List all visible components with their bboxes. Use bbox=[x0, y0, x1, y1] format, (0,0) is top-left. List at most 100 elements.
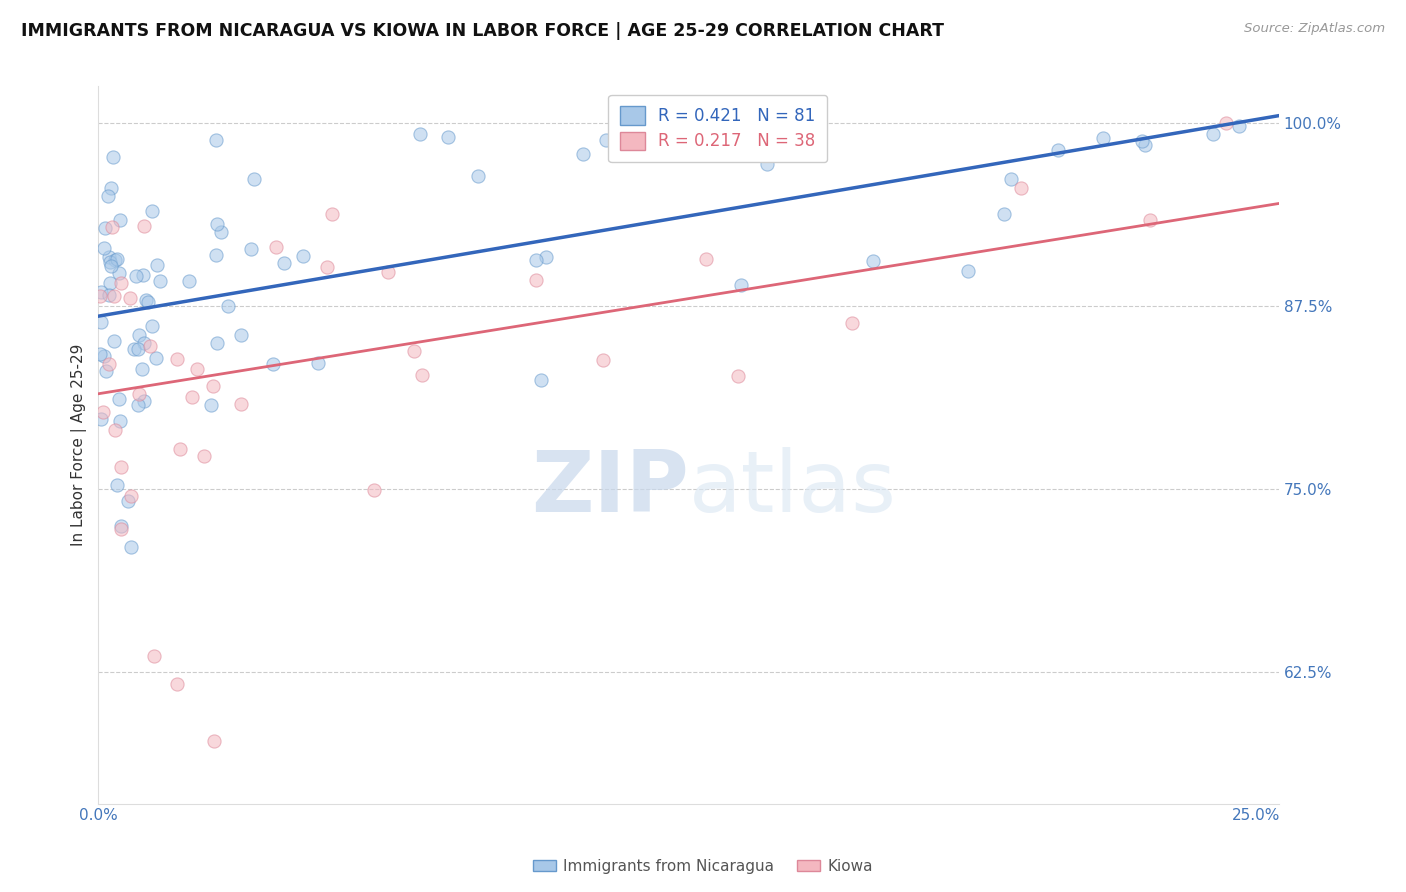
Point bbox=[103, 334, 125, 348]
Point bbox=[94, 221, 117, 235]
Point bbox=[105, 252, 128, 267]
Point bbox=[134, 219, 156, 233]
Point bbox=[1046, 143, 1069, 157]
Point bbox=[242, 171, 264, 186]
Text: ZIP: ZIP bbox=[531, 447, 689, 530]
Point bbox=[93, 241, 115, 255]
Legend: Immigrants from Nicaragua, Kiowa: Immigrants from Nicaragua, Kiowa bbox=[527, 853, 879, 880]
Point bbox=[841, 316, 863, 330]
Point bbox=[321, 207, 343, 221]
Text: IMMIGRANTS FROM NICARAGUA VS KIOWA IN LABOR FORCE | AGE 25-29 CORRELATION CHART: IMMIGRANTS FROM NICARAGUA VS KIOWA IN LA… bbox=[21, 22, 943, 40]
Point bbox=[209, 225, 232, 239]
Point bbox=[105, 478, 128, 492]
Point bbox=[141, 318, 163, 333]
Point bbox=[957, 264, 980, 278]
Point bbox=[104, 423, 127, 437]
Point bbox=[526, 252, 548, 267]
Point bbox=[467, 169, 489, 184]
Point bbox=[100, 255, 122, 269]
Point bbox=[1202, 127, 1225, 141]
Point bbox=[231, 328, 253, 343]
Point bbox=[571, 147, 593, 161]
Point bbox=[1139, 213, 1161, 227]
Point bbox=[229, 397, 252, 411]
Point bbox=[108, 392, 131, 406]
Point bbox=[273, 256, 295, 270]
Point bbox=[756, 116, 779, 130]
Point bbox=[136, 295, 159, 310]
Point bbox=[93, 350, 115, 364]
Point bbox=[100, 276, 122, 290]
Point bbox=[98, 250, 121, 264]
Point bbox=[217, 299, 239, 313]
Y-axis label: In Labor Force | Age 25-29: In Labor Force | Age 25-29 bbox=[72, 343, 87, 546]
Point bbox=[110, 522, 132, 536]
Point bbox=[139, 339, 162, 353]
Point bbox=[756, 157, 779, 171]
Point bbox=[142, 648, 165, 663]
Point bbox=[98, 288, 121, 302]
Point bbox=[240, 243, 263, 257]
Text: Source: ZipAtlas.com: Source: ZipAtlas.com bbox=[1244, 22, 1385, 36]
Point bbox=[409, 127, 432, 141]
Point bbox=[204, 248, 226, 262]
Point bbox=[125, 269, 148, 284]
Point bbox=[108, 266, 131, 280]
Point bbox=[166, 676, 188, 690]
Point bbox=[614, 118, 637, 132]
Point bbox=[134, 393, 156, 408]
Point bbox=[104, 252, 127, 267]
Point bbox=[127, 343, 149, 357]
Point bbox=[193, 449, 215, 463]
Point bbox=[202, 378, 225, 392]
Point bbox=[1227, 120, 1250, 134]
Point bbox=[146, 258, 169, 272]
Point bbox=[730, 277, 752, 292]
Point bbox=[530, 372, 553, 386]
Point bbox=[90, 315, 112, 329]
Point bbox=[177, 274, 200, 288]
Point bbox=[862, 254, 884, 268]
Point bbox=[292, 249, 315, 263]
Point bbox=[626, 116, 648, 130]
Point bbox=[100, 259, 122, 273]
Point bbox=[205, 336, 228, 351]
Point bbox=[110, 519, 132, 533]
Point bbox=[100, 181, 122, 195]
Point bbox=[97, 358, 120, 372]
Point bbox=[205, 217, 228, 231]
Point bbox=[411, 368, 433, 382]
Point bbox=[110, 414, 132, 428]
Point bbox=[90, 285, 112, 300]
Point bbox=[124, 342, 146, 356]
Point bbox=[141, 204, 163, 219]
Point bbox=[89, 347, 111, 361]
Point bbox=[595, 133, 617, 147]
Point bbox=[695, 252, 717, 267]
Point bbox=[91, 405, 114, 419]
Point bbox=[89, 289, 111, 303]
Point bbox=[264, 240, 287, 254]
Point bbox=[101, 150, 124, 164]
Point bbox=[1215, 116, 1237, 130]
Point bbox=[1000, 172, 1022, 186]
Point bbox=[727, 369, 749, 384]
Point bbox=[536, 250, 558, 264]
Text: atlas: atlas bbox=[689, 447, 897, 530]
Point bbox=[118, 291, 141, 305]
Point bbox=[135, 293, 157, 308]
Point bbox=[120, 541, 142, 555]
Point bbox=[993, 207, 1015, 221]
Point bbox=[90, 412, 112, 426]
Point bbox=[1133, 137, 1156, 152]
Point bbox=[262, 357, 284, 371]
Point bbox=[132, 336, 155, 351]
Point bbox=[1011, 180, 1033, 194]
Point bbox=[108, 213, 131, 227]
Point bbox=[166, 351, 188, 366]
Point bbox=[316, 260, 339, 274]
Point bbox=[200, 398, 222, 412]
Point bbox=[145, 351, 167, 365]
Point bbox=[1091, 131, 1114, 145]
Point bbox=[97, 189, 120, 203]
